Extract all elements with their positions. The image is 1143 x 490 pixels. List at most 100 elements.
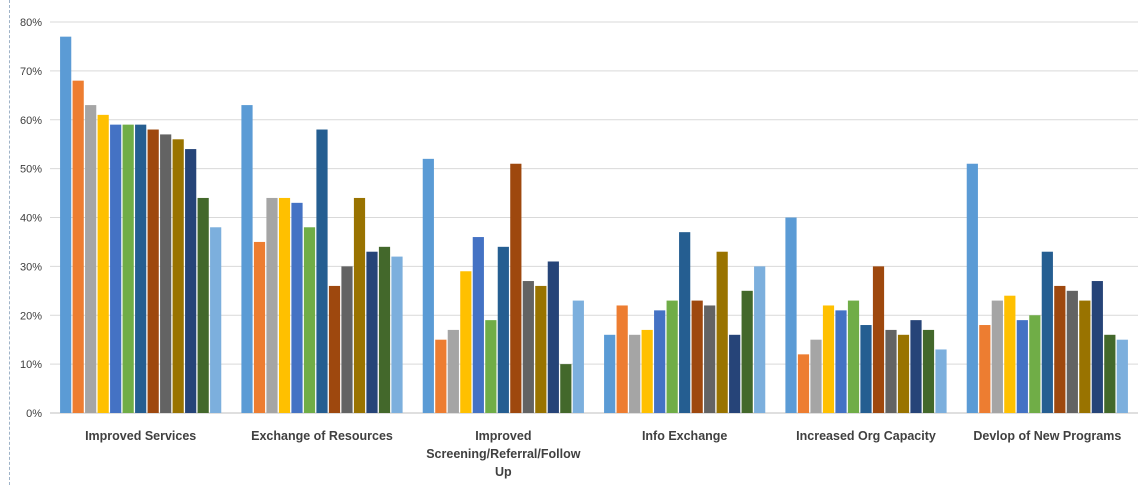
bar: [328, 285, 341, 413]
bar: [472, 237, 484, 413]
bar: [604, 334, 616, 413]
bar: [716, 251, 728, 413]
bar: [810, 339, 822, 413]
bar: [341, 266, 353, 413]
bar: [691, 300, 703, 413]
bar: [754, 266, 766, 413]
bar: [522, 281, 534, 413]
bar: [266, 197, 278, 413]
bar: [391, 256, 403, 413]
bar: [910, 320, 922, 413]
bar: [1091, 281, 1103, 413]
bar: [422, 158, 434, 413]
x-tick-label: Improved Services: [85, 429, 196, 443]
bar: [241, 105, 253, 414]
bars: [60, 36, 1128, 414]
bar: [885, 329, 897, 413]
bar: [741, 290, 753, 413]
bar: [460, 271, 472, 413]
bar: [447, 329, 459, 413]
bar: [560, 364, 572, 413]
bar: [253, 241, 266, 413]
bar: [572, 300, 584, 413]
x-tick-label: Devlop of New Programs: [973, 429, 1121, 443]
bar: [485, 320, 497, 413]
y-tick-label: 50%: [20, 164, 42, 176]
bar: [547, 261, 559, 413]
y-tick-label: 40%: [20, 213, 42, 225]
bar: [497, 246, 509, 413]
bar: [210, 227, 222, 413]
bar: [922, 329, 935, 413]
bar: [147, 129, 159, 413]
bar: [1054, 285, 1066, 413]
bar: [135, 124, 147, 413]
bar: [935, 349, 947, 413]
bar: [729, 334, 741, 413]
bar: [378, 246, 391, 413]
bar: [991, 300, 1003, 413]
bar: [85, 105, 97, 414]
bar: [1016, 320, 1028, 413]
bar: [860, 325, 872, 413]
bar: [535, 285, 547, 413]
x-tick-label: Increased Org Capacity: [796, 429, 936, 443]
bar: [510, 163, 522, 413]
bar: [1029, 315, 1041, 413]
bar: [303, 227, 316, 413]
bar: [353, 197, 366, 413]
bar: [1041, 251, 1053, 413]
bar: [110, 124, 122, 413]
bar-group: [422, 158, 584, 413]
bar: [72, 80, 84, 414]
y-tick-label: 30%: [20, 261, 42, 273]
bar: [872, 266, 885, 413]
bar: [366, 251, 378, 413]
bar: [666, 300, 678, 413]
x-tick-label: Info Exchange: [642, 429, 727, 443]
y-tick-label: 10%: [20, 359, 42, 371]
x-tick-label: Exchange of Resources: [251, 429, 393, 443]
bar: [1066, 290, 1078, 413]
bar: [785, 217, 797, 413]
bar: [654, 310, 666, 413]
bar: [172, 139, 184, 414]
y-axis-ticks: 0% 10% 20% 30% 40% 50% 60% 70% 80%: [20, 17, 42, 420]
bar: [897, 334, 910, 413]
bar: [1116, 339, 1128, 413]
bar: [122, 124, 134, 413]
bar: [1104, 334, 1116, 413]
y-tick-label: 70%: [20, 66, 42, 78]
bar: [97, 114, 109, 414]
bar: [679, 232, 691, 413]
bar: [278, 197, 291, 413]
bar: [60, 36, 72, 413]
bar: [291, 202, 303, 413]
bar-group: [604, 232, 766, 413]
bar: [160, 134, 172, 413]
gridlines: [50, 21, 1138, 414]
bar: [979, 325, 991, 413]
bar: [616, 305, 628, 413]
x-tick-label: Improved Screening/Referral/Follow Up: [426, 429, 580, 479]
y-tick-label: 0%: [26, 408, 42, 420]
bar: [197, 197, 209, 413]
x-axis-ticks: Improved Services Exchange of Resources Im…: [85, 429, 1121, 479]
bar-group: [241, 105, 403, 414]
bar: [1079, 300, 1091, 413]
bar: [1004, 295, 1016, 413]
bar-group: [60, 36, 222, 414]
bar-group: [966, 163, 1128, 413]
bar: [966, 163, 978, 413]
y-tick-label: 20%: [20, 310, 42, 322]
bar: [185, 149, 197, 413]
dashed-border-line: [9, 0, 10, 485]
y-tick-label: 60%: [20, 115, 42, 127]
bar: [641, 329, 653, 413]
bar-group: [785, 217, 947, 413]
bar: [316, 129, 328, 413]
bar: [835, 310, 847, 413]
bar: [704, 305, 716, 413]
